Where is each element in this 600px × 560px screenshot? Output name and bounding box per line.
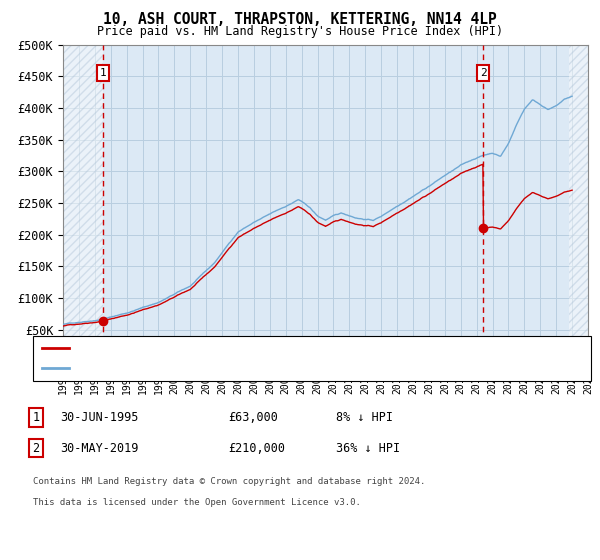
Text: 10, ASH COURT, THRAPSTON, KETTERING, NN14 4LP: 10, ASH COURT, THRAPSTON, KETTERING, NN1… (103, 12, 497, 27)
Text: Contains HM Land Registry data © Crown copyright and database right 2024.: Contains HM Land Registry data © Crown c… (33, 477, 425, 486)
Text: £63,000: £63,000 (228, 410, 278, 424)
Text: Price paid vs. HM Land Registry's House Price Index (HPI): Price paid vs. HM Land Registry's House … (97, 25, 503, 38)
Text: 30-JUN-1995: 30-JUN-1995 (60, 410, 139, 424)
Text: HPI: Average price, detached house, North Northamptonshire: HPI: Average price, detached house, Nort… (74, 363, 436, 374)
Text: 8% ↓ HPI: 8% ↓ HPI (336, 410, 393, 424)
Text: 1: 1 (32, 410, 40, 424)
Text: 1: 1 (100, 68, 106, 78)
Text: 2: 2 (32, 441, 40, 455)
Bar (63, 45, 103, 361)
Text: 10, ASH COURT, THRAPSTON, KETTERING, NN14 4LP (detached house): 10, ASH COURT, THRAPSTON, KETTERING, NN1… (74, 343, 461, 353)
Text: 2: 2 (480, 68, 487, 78)
Text: 30-MAY-2019: 30-MAY-2019 (60, 441, 139, 455)
Bar (569, 45, 588, 361)
Text: 36% ↓ HPI: 36% ↓ HPI (336, 441, 400, 455)
Text: £210,000: £210,000 (228, 441, 285, 455)
Text: This data is licensed under the Open Government Licence v3.0.: This data is licensed under the Open Gov… (33, 498, 361, 507)
